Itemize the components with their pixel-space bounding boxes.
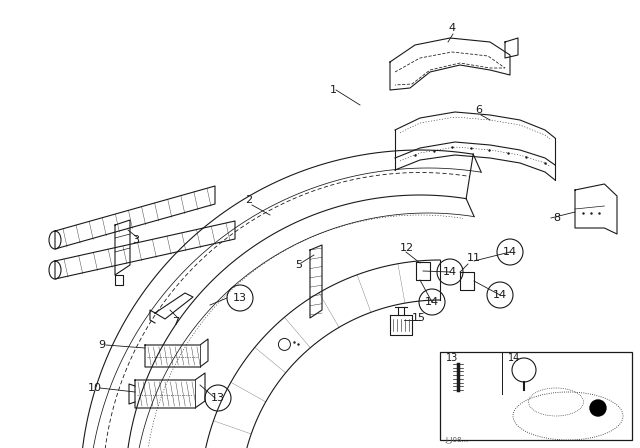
Text: 7: 7 [172,317,179,327]
Text: 11: 11 [467,253,481,263]
Text: 9: 9 [98,340,105,350]
Text: 1: 1 [330,85,337,95]
Text: 3: 3 [132,235,139,245]
Text: 8: 8 [553,213,560,223]
Text: 5: 5 [295,260,302,270]
Bar [440,352,632,440]
Text: 14: 14 [443,267,457,277]
Text: 13: 13 [233,293,247,303]
Text: 15: 15 [412,313,426,323]
Text: 10: 10 [88,383,102,393]
Text: J_J08...: J_J08... [445,436,468,443]
Text: 2: 2 [245,195,252,205]
Text: 14: 14 [425,297,439,307]
Text: 13: 13 [211,393,225,403]
Text: 13: 13 [446,353,458,363]
Circle shape [590,400,606,416]
Text: 14: 14 [508,353,520,363]
Text: 6: 6 [475,105,482,115]
Text: 14: 14 [503,247,517,257]
Text: 12: 12 [400,243,414,253]
Text: 4: 4 [448,23,455,33]
Text: 14: 14 [493,290,507,300]
